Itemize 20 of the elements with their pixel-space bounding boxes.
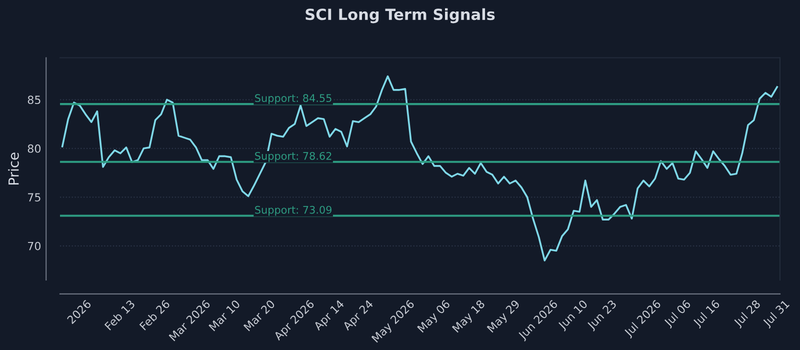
y-tick-label: 75	[28, 193, 40, 202]
x-tick-label: Jul 31	[762, 299, 792, 329]
x-tick-label: Apr 24	[342, 299, 376, 332]
x-tick-label: Mar 10	[208, 299, 240, 332]
line-series	[61, 75, 778, 262]
ref-line-label: Support: 78.62	[255, 152, 332, 162]
x-tick-label: Jul 06	[663, 299, 693, 329]
ref-line-label: Support: 73.09	[255, 206, 332, 216]
ref-line-label: Support: 84.55	[255, 94, 332, 104]
y-tick-label: 80	[28, 144, 41, 153]
x-tick-label: Jul 28	[732, 299, 762, 329]
y-tick-label: 85	[28, 96, 40, 104]
x-tick-label: Jun 23	[586, 300, 618, 332]
x-tick-label: Jul 16	[692, 299, 722, 329]
x-tick-label: Mar 20	[243, 299, 276, 332]
x-tick-label: Feb 26	[139, 299, 170, 330]
x-tick-label: Feb 13	[104, 299, 136, 330]
chart-title: SCI Long Term Signals	[306, 8, 495, 24]
y-tick-label: 70	[28, 242, 41, 250]
y-axis-title: Price	[8, 152, 19, 184]
